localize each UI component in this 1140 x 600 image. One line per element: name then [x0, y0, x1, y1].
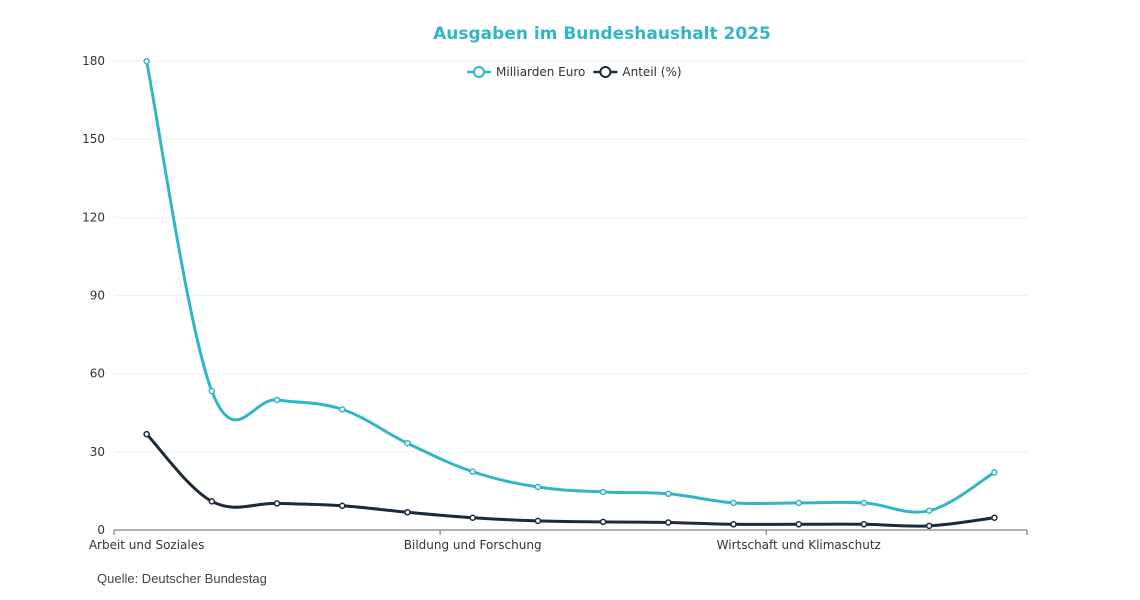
y-tick-label: 0: [97, 523, 105, 537]
data-point[interactable]: [795, 521, 802, 528]
data-point[interactable]: [143, 430, 150, 438]
data-point[interactable]: [730, 499, 737, 507]
data-point[interactable]: [469, 468, 476, 475]
series-anteil: [143, 430, 998, 530]
series-line: [145, 60, 996, 514]
data-point[interactable]: [665, 519, 672, 526]
legend[interactable]: Milliarden Euro Anteil (%): [467, 65, 682, 79]
data-point[interactable]: [599, 488, 607, 496]
data-point[interactable]: [143, 58, 150, 65]
y-tick-label: 120: [82, 210, 105, 224]
data-point[interactable]: [795, 499, 802, 507]
data-point[interactable]: [991, 514, 998, 522]
legend-label: Anteil (%): [622, 65, 681, 79]
data-point[interactable]: [404, 439, 411, 447]
data-point[interactable]: [860, 499, 868, 507]
x-tick-label: Wirtschaft und Klimaschutz: [717, 538, 881, 552]
data-point[interactable]: [273, 396, 281, 404]
x-axis: Arbeit und Soziales Bildung und Forschung…: [89, 529, 1028, 552]
data-point[interactable]: [469, 514, 476, 522]
y-tick-label: 180: [82, 54, 105, 68]
data-point[interactable]: [273, 500, 281, 507]
data-point[interactable]: [599, 518, 607, 526]
y-tick-label: 150: [82, 132, 105, 146]
series-milliarden-euro: [143, 58, 998, 514]
data-point[interactable]: [991, 469, 998, 476]
data-point[interactable]: [339, 502, 346, 510]
data-point[interactable]: [665, 490, 672, 498]
legend-item[interactable]: Milliarden Euro: [467, 65, 585, 79]
legend-item[interactable]: Anteil (%): [593, 65, 682, 79]
data-point[interactable]: [925, 522, 933, 530]
data-point[interactable]: [925, 507, 933, 514]
x-tick-label: Bildung und Forschung: [404, 538, 542, 552]
data-point[interactable]: [339, 406, 346, 413]
data-point[interactable]: [208, 498, 216, 505]
data-point[interactable]: [860, 521, 868, 528]
legend-marker-icon: [473, 66, 485, 78]
data-point[interactable]: [208, 387, 216, 395]
series-line: [145, 433, 995, 528]
y-tick-label: 90: [90, 289, 105, 303]
grid-lines: [114, 60, 1027, 453]
data-point[interactable]: [404, 509, 411, 516]
data-point[interactable]: [730, 521, 737, 528]
chart-title: Ausgaben im Bundeshaushalt 2025: [433, 24, 771, 44]
legend-marker-icon: [599, 66, 612, 78]
y-tick-label: 60: [90, 367, 105, 381]
data-point[interactable]: [534, 517, 542, 525]
source-note: Quelle: Deutscher Bundestag: [97, 571, 267, 586]
y-tick-label: 30: [90, 445, 105, 459]
data-point[interactable]: [534, 483, 542, 491]
y-axis: 0 30 60 90 120 150 180: [82, 54, 105, 537]
series-group: [143, 58, 998, 530]
legend-label: Milliarden Euro: [496, 65, 585, 79]
x-tick-label: Arbeit und Soziales: [89, 538, 205, 552]
